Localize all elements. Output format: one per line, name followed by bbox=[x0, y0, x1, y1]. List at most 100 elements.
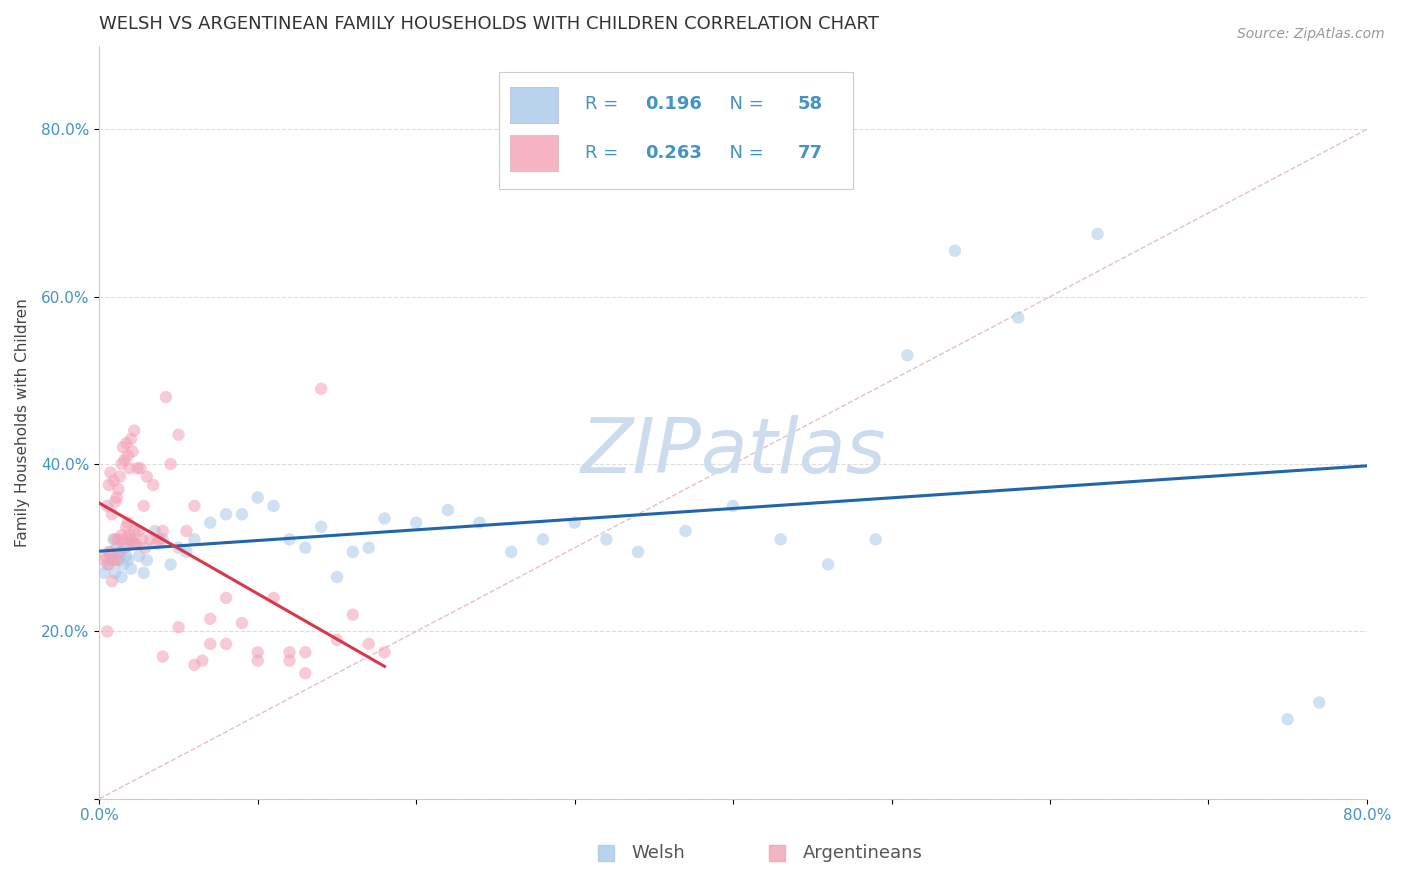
Point bbox=[105, 553, 128, 567]
Point bbox=[148, 533, 170, 547]
Point bbox=[131, 533, 153, 547]
Point bbox=[246, 491, 269, 505]
Text: 0.196: 0.196 bbox=[645, 95, 703, 113]
Point bbox=[117, 449, 139, 463]
Point bbox=[96, 499, 118, 513]
Point bbox=[405, 516, 427, 530]
Point bbox=[125, 536, 148, 550]
Point bbox=[100, 466, 122, 480]
Point bbox=[155, 390, 177, 404]
Point bbox=[121, 536, 143, 550]
Point bbox=[263, 591, 285, 605]
Point bbox=[200, 637, 222, 651]
Point bbox=[326, 632, 349, 647]
Point bbox=[1087, 227, 1109, 241]
Point bbox=[128, 524, 150, 538]
Point bbox=[101, 574, 124, 589]
Point bbox=[215, 637, 238, 651]
Point bbox=[115, 436, 138, 450]
Text: 0.263: 0.263 bbox=[645, 144, 703, 161]
Point bbox=[152, 524, 174, 538]
Point bbox=[943, 244, 966, 258]
Point bbox=[263, 499, 285, 513]
Point bbox=[468, 516, 491, 530]
Point bbox=[309, 382, 332, 396]
Point bbox=[159, 457, 181, 471]
Point bbox=[132, 499, 155, 513]
Point bbox=[531, 533, 554, 547]
Point bbox=[115, 549, 138, 563]
Y-axis label: Family Households with Children: Family Households with Children bbox=[15, 298, 30, 547]
Point bbox=[309, 520, 332, 534]
Text: WELSH VS ARGENTINEAN FAMILY HOUSEHOLDS WITH CHILDREN CORRELATION CHART: WELSH VS ARGENTINEAN FAMILY HOUSEHOLDS W… bbox=[100, 15, 879, 33]
Point bbox=[167, 620, 190, 634]
Point bbox=[108, 469, 131, 483]
Point bbox=[231, 615, 253, 630]
Point bbox=[105, 491, 128, 505]
Point bbox=[104, 533, 127, 547]
Point bbox=[118, 461, 141, 475]
Point bbox=[326, 570, 349, 584]
Point bbox=[94, 549, 117, 563]
Text: N =: N = bbox=[718, 144, 769, 161]
Point bbox=[152, 649, 174, 664]
Text: N =: N = bbox=[718, 95, 769, 113]
Point bbox=[143, 524, 166, 538]
Text: 58: 58 bbox=[797, 95, 823, 113]
Point bbox=[108, 545, 131, 559]
Point bbox=[817, 558, 839, 572]
Text: Argentineans: Argentineans bbox=[803, 844, 922, 862]
Point bbox=[865, 533, 887, 547]
Point bbox=[107, 553, 129, 567]
Point bbox=[108, 545, 131, 559]
Point bbox=[101, 508, 124, 522]
Point bbox=[167, 541, 190, 555]
Point bbox=[564, 516, 586, 530]
Point bbox=[96, 624, 118, 639]
Point bbox=[200, 516, 222, 530]
Point bbox=[135, 469, 157, 483]
Point bbox=[104, 494, 127, 508]
Point bbox=[112, 440, 135, 454]
Point bbox=[110, 457, 132, 471]
Point bbox=[122, 536, 145, 550]
Point bbox=[134, 541, 156, 555]
Point bbox=[231, 508, 253, 522]
Point bbox=[183, 533, 205, 547]
Point bbox=[246, 645, 269, 659]
Point bbox=[501, 545, 523, 559]
Point bbox=[93, 566, 115, 580]
Point bbox=[132, 566, 155, 580]
Point bbox=[142, 478, 165, 492]
Point bbox=[246, 654, 269, 668]
Point bbox=[294, 645, 316, 659]
Point bbox=[176, 545, 198, 559]
Point bbox=[104, 566, 127, 580]
Point bbox=[183, 499, 205, 513]
Point bbox=[627, 545, 650, 559]
Point bbox=[120, 533, 142, 547]
Text: R =: R = bbox=[585, 144, 624, 161]
Point bbox=[721, 499, 744, 513]
Point bbox=[97, 478, 120, 492]
Point bbox=[110, 528, 132, 542]
Point bbox=[114, 541, 136, 555]
Point bbox=[1007, 310, 1029, 325]
Point bbox=[96, 558, 118, 572]
Point bbox=[120, 561, 142, 575]
Point bbox=[145, 536, 167, 550]
Point bbox=[357, 637, 380, 651]
Point bbox=[373, 645, 395, 659]
Text: 77: 77 bbox=[797, 144, 823, 161]
Point bbox=[101, 553, 124, 567]
Point bbox=[342, 545, 364, 559]
Point bbox=[159, 558, 181, 572]
Point bbox=[215, 508, 238, 522]
Point bbox=[294, 666, 316, 681]
Point bbox=[110, 570, 132, 584]
Text: ZIPatlas: ZIPatlas bbox=[581, 416, 886, 490]
Point bbox=[373, 511, 395, 525]
Point bbox=[107, 533, 129, 547]
Point bbox=[1308, 696, 1330, 710]
Point bbox=[97, 558, 120, 572]
